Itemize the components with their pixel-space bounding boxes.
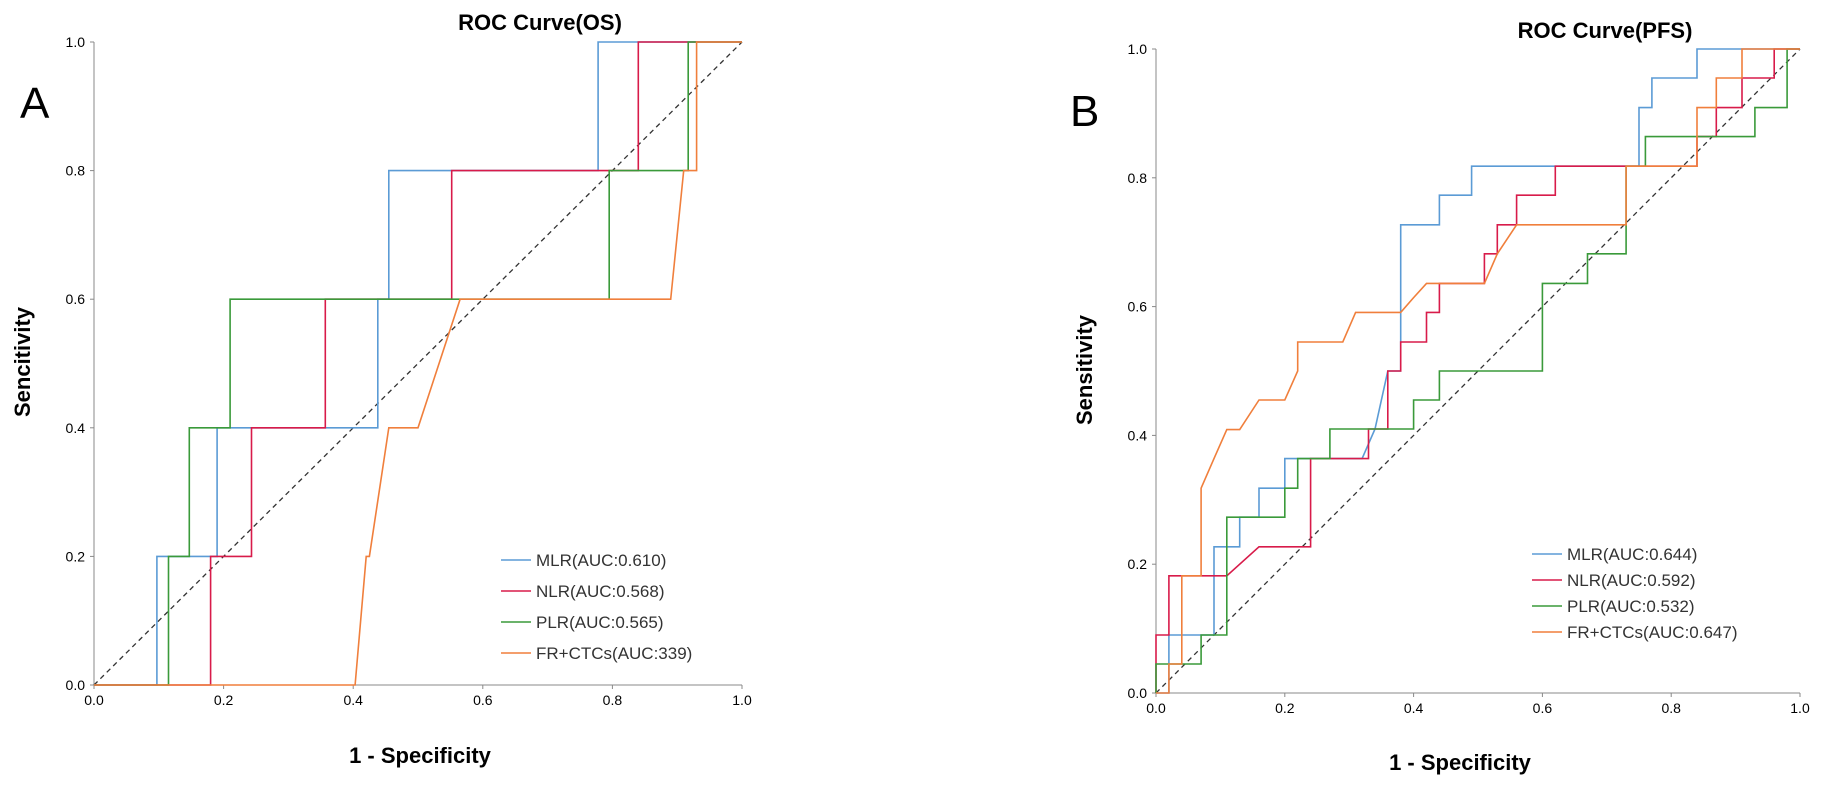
series-line-mlr-os: [94, 41, 742, 686]
y-tick-label: 0.0: [1128, 685, 1148, 701]
legend-label-plr: PLR(AUC:0.565): [536, 613, 664, 632]
x-tick-label: 0.8: [603, 692, 623, 708]
panel-label-b: B: [1070, 87, 1099, 136]
x-tick-label: 1.0: [732, 692, 752, 708]
y-tick-label: 0.4: [1128, 427, 1148, 443]
y-tick-label: 1.0: [66, 34, 86, 50]
panel-label-a: A: [20, 79, 50, 128]
roc-pfs-panel: B ROC Curve(PFS) 1 - Specificity Sensiti…: [1070, 18, 1810, 775]
legend-label-fr-ctcs: FR+CTCs(AUC:339): [536, 644, 692, 663]
y-axis-title-pfs: Sensitivity: [1072, 314, 1097, 425]
y-tick-label: 0.0: [66, 677, 86, 693]
roc-os-panel: A ROC Curve(OS) 1 - Specificity Sencitiv…: [10, 10, 752, 768]
y-axis-title-os: Sencitivity: [10, 306, 35, 417]
x-tick-label: 0.0: [1146, 700, 1166, 716]
x-axis-title-pfs: 1 - Specificity: [1389, 750, 1532, 775]
x-tick-label: 0.6: [473, 692, 493, 708]
series-line-plr-pfs: [1155, 48, 1800, 693]
legend-label-nlr: NLR(AUC:0.592): [1567, 571, 1696, 590]
series-line-plr-os: [94, 41, 742, 686]
legend-label-plr: PLR(AUC:0.532): [1567, 597, 1695, 616]
x-tick-label: 0.2: [214, 692, 234, 708]
series-line-nlr-os: [94, 41, 742, 686]
plot-area-pfs: 0.0 0.2 0.4 0.6 0.8 1.0 0.0 0.2 0.4 0.6 0.8 1.0: [1128, 41, 1810, 716]
x-tick-label: 0.8: [1661, 700, 1681, 716]
legend-os: MLR(AUC:0.610) NLR(AUC:0.568) PLR(AUC:0.56…: [501, 551, 692, 663]
x-tick-label: 0.4: [343, 692, 363, 708]
y-tick-label: 1.0: [1128, 41, 1148, 57]
reference-diagonal-pfs: [1155, 48, 1801, 694]
x-tick-label: 0.4: [1404, 700, 1424, 716]
legend-label-mlr: MLR(AUC:0.610): [536, 551, 666, 570]
legend-pfs: MLR(AUC:0.644) NLR(AUC:0.592) PLR(AUC:0.53…: [1532, 545, 1738, 642]
legend-label-nlr: NLR(AUC:0.568): [536, 582, 665, 601]
y-tick-label: 0.4: [66, 420, 86, 436]
x-tick-label: 0.0: [84, 692, 104, 708]
series-line-fr-ctcs-pfs: [1156, 48, 1800, 694]
y-tick-label: 0.2: [66, 548, 86, 564]
x-tick-label: 1.0: [1790, 700, 1810, 716]
x-tick-label: 0.2: [1275, 700, 1295, 716]
y-tick-label: 0.6: [1128, 299, 1148, 315]
chart-title-os: ROC Curve(OS): [458, 10, 622, 35]
reference-diagonal-os: [93, 41, 743, 686]
y-tick-label: 0.8: [1128, 170, 1148, 186]
x-axis-title-os: 1 - Specificity: [349, 743, 492, 768]
legend-label-mlr: MLR(AUC:0.644): [1567, 545, 1697, 564]
x-tick-label: 0.6: [1533, 700, 1553, 716]
legend-label-fr-ctcs: FR+CTCs(AUC:0.647): [1567, 623, 1738, 642]
y-tick-label: 0.2: [1128, 556, 1148, 572]
y-tick-label: 0.8: [66, 163, 86, 179]
plot-area-os: 0.0 0.2 0.4 0.6 0.8 1.0 0.0 0.2 0.4 0.6 0.8 1.0: [66, 34, 752, 708]
series-line-fr-ctcs-os: [94, 41, 742, 686]
chart-title-pfs: ROC Curve(PFS): [1518, 18, 1693, 43]
y-tick-label: 0.6: [66, 291, 86, 307]
